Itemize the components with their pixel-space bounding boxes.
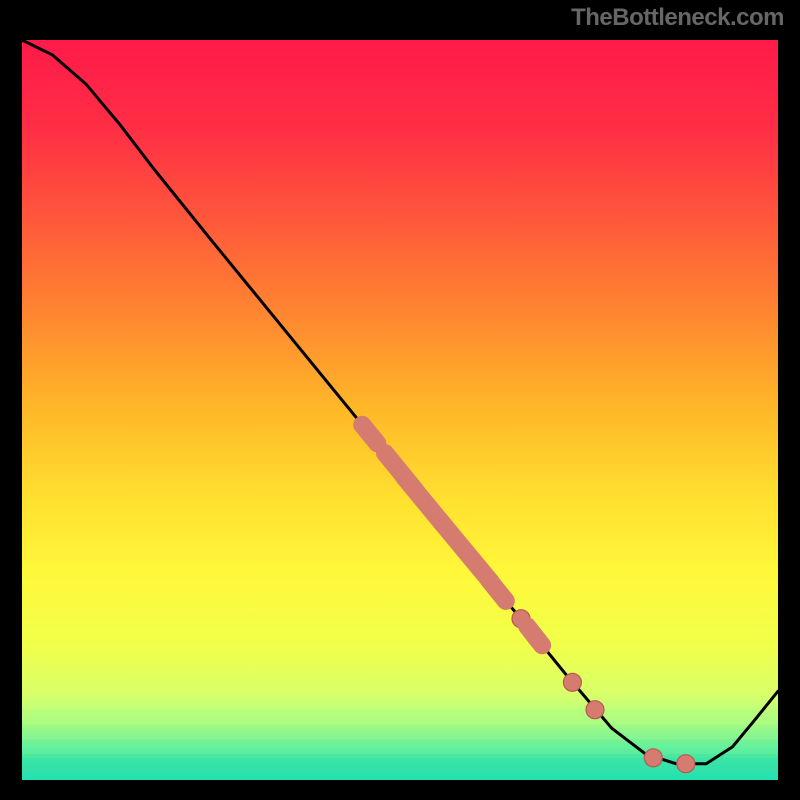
data-marker	[586, 701, 604, 719]
bottleneck-chart	[12, 30, 788, 790]
chart-frame: TheBottleneck.com	[0, 0, 800, 800]
data-marker	[563, 673, 581, 691]
bottom-band	[22, 710, 778, 729]
data-marker	[677, 755, 695, 773]
gradient-background	[22, 40, 778, 780]
plot-wrap	[12, 30, 788, 790]
data-marker	[644, 749, 662, 767]
watermark-text: TheBottleneck.com	[571, 4, 784, 32]
